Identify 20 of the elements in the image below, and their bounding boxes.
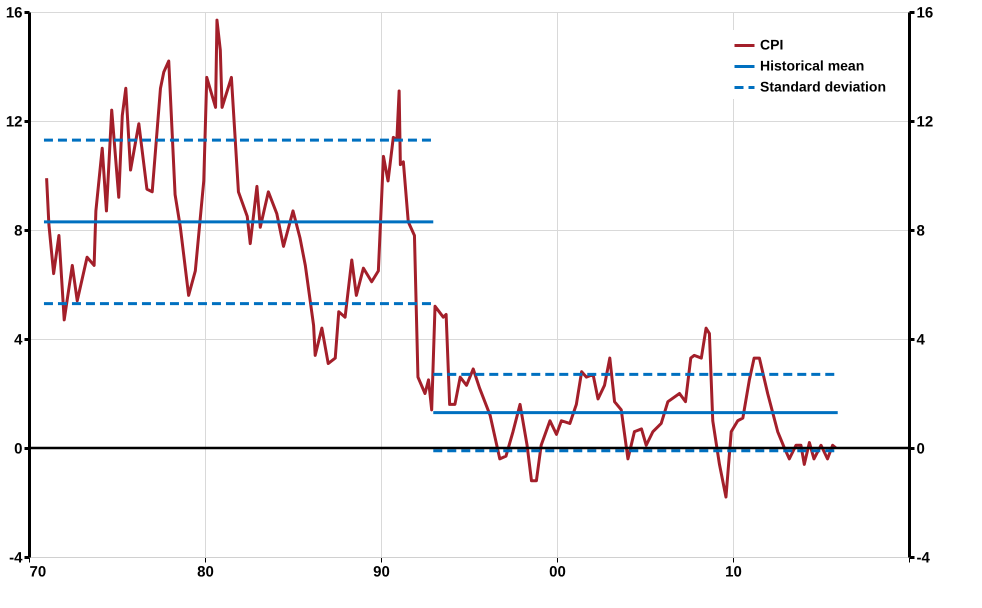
legend-label: Historical mean — [760, 58, 864, 74]
y2-tick-label: 16 — [916, 4, 934, 22]
y-tick-label: 8 — [14, 222, 22, 240]
y-tick-label: 0 — [14, 440, 22, 458]
y2-tick-label: 0 — [916, 440, 925, 458]
x-tick-label: 70 — [30, 564, 46, 580]
legend-label: CPI — [760, 36, 784, 52]
y-tick-label: 16 — [6, 4, 22, 22]
legend-label: Standard deviation — [760, 78, 886, 94]
x-tick-label: 00 — [549, 564, 566, 580]
y2-tick-label: 4 — [916, 332, 926, 348]
x-tick-label: 80 — [197, 564, 214, 580]
y2-tick-label: -4 — [916, 550, 930, 566]
x-tick-label: 10 — [725, 564, 742, 580]
y-tick-label: 4 — [14, 332, 24, 348]
x-tick-label: 90 — [373, 564, 390, 580]
y2-tick-label: 8 — [916, 222, 925, 240]
y2-tick-label: 12 — [916, 114, 934, 130]
y-tick-label: -4 — [9, 550, 24, 566]
y-tick-label: 12 — [6, 114, 22, 130]
